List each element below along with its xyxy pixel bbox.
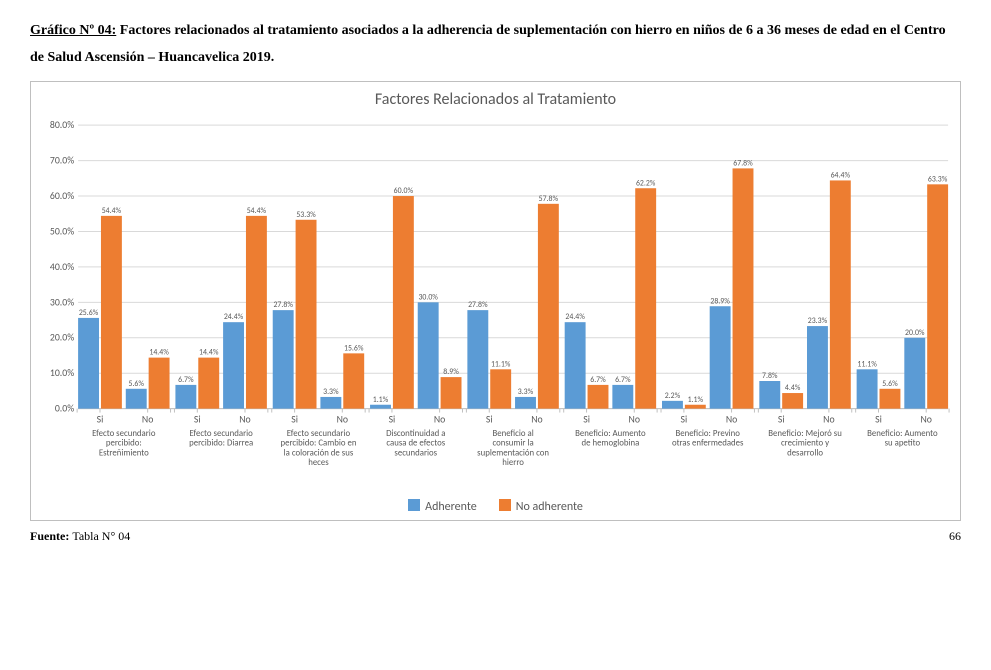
svg-text:80.0%: 80.0% (50, 119, 74, 131)
svg-text:2.2%: 2.2% (665, 392, 681, 401)
legend-swatch-noadherente (499, 499, 511, 511)
svg-text:Si: Si (486, 414, 493, 426)
page-number: 66 (949, 529, 961, 544)
svg-text:No: No (920, 414, 931, 426)
chart-legend: Adherente No adherente (39, 499, 952, 514)
svg-text:Si: Si (97, 414, 104, 426)
svg-text:53.3%: 53.3% (296, 211, 316, 220)
svg-text:Si: Si (583, 414, 590, 426)
svg-text:5.6%: 5.6% (128, 380, 144, 389)
svg-text:No: No (434, 414, 445, 426)
svg-text:Efecto secundariopercibido:Est: Efecto secundariopercibido:Estreñimiento (92, 429, 156, 458)
svg-text:1.1%: 1.1% (688, 396, 704, 405)
svg-text:Si: Si (194, 414, 201, 426)
svg-text:Beneficio: Aumentosu apetito: Beneficio: Aumentosu apetito (867, 429, 938, 449)
svg-text:60.0%: 60.0% (50, 190, 74, 202)
svg-text:11.1%: 11.1% (491, 361, 511, 370)
svg-text:63.3%: 63.3% (928, 176, 948, 185)
svg-text:3.3%: 3.3% (323, 388, 339, 397)
chart-title: Factores Relacionados al Tratamiento (39, 90, 952, 109)
svg-text:20.0%: 20.0% (50, 332, 74, 344)
svg-text:24.4%: 24.4% (565, 313, 585, 322)
svg-text:Efecto secundariopercibido: Di: Efecto secundariopercibido: Diarrea (189, 429, 253, 449)
svg-text:28.9%: 28.9% (710, 297, 730, 306)
svg-text:10.0%: 10.0% (50, 367, 74, 379)
svg-text:25.6%: 25.6% (79, 309, 99, 318)
figure-source: Fuente: Tabla N° 04 (30, 529, 961, 544)
svg-text:20.0%: 20.0% (905, 329, 925, 338)
svg-text:No: No (823, 414, 834, 426)
svg-text:15.6%: 15.6% (344, 345, 364, 354)
svg-text:70.0%: 70.0% (50, 155, 74, 167)
svg-text:No: No (629, 414, 640, 426)
svg-text:50.0%: 50.0% (50, 226, 74, 238)
svg-text:No: No (726, 414, 737, 426)
svg-text:No: No (337, 414, 348, 426)
svg-text:40.0%: 40.0% (50, 261, 74, 273)
svg-text:1.1%: 1.1% (373, 396, 389, 405)
svg-text:24.4%: 24.4% (224, 313, 244, 322)
svg-text:Si: Si (875, 414, 882, 426)
svg-text:Beneficio: Previnootras enferm: Beneficio: Previnootras enfermedades (672, 429, 744, 449)
svg-text:No: No (142, 414, 153, 426)
svg-text:Si: Si (389, 414, 396, 426)
svg-text:11.1%: 11.1% (857, 361, 877, 370)
svg-text:30.0%: 30.0% (50, 296, 74, 308)
svg-text:62.2%: 62.2% (636, 179, 656, 188)
svg-text:Beneficio: Mejoró sucrecimient: Beneficio: Mejoró sucrecimiento ydesarro… (768, 429, 842, 458)
bar-chart: 0.0% 10.0% 20.0% 30.0% 40.0% 50.0% 60.0% 70.0% 8… (39, 115, 952, 497)
svg-text:60.0%: 60.0% (394, 187, 414, 196)
svg-text:23.3%: 23.3% (808, 317, 828, 326)
svg-text:Efecto secundariopercibido: Ca: Efecto secundariopercibido: Cambio enla … (280, 429, 356, 468)
svg-text:Discontinuidad acausa de efect: Discontinuidad acausa de efectossecundar… (386, 429, 446, 458)
svg-text:No: No (531, 414, 542, 426)
svg-text:No: No (239, 414, 250, 426)
legend-item-noadherente: No adherente (499, 499, 583, 514)
svg-text:Beneficio: Aumentode hemoglobi: Beneficio: Aumentode hemoglobina (575, 429, 646, 449)
svg-text:27.8%: 27.8% (468, 301, 488, 310)
svg-text:6.7%: 6.7% (178, 376, 194, 385)
svg-text:14.4%: 14.4% (149, 349, 169, 358)
svg-text:54.4%: 54.4% (247, 207, 267, 216)
svg-text:6.7%: 6.7% (615, 376, 631, 385)
svg-text:Si: Si (291, 414, 298, 426)
svg-text:4.4%: 4.4% (785, 384, 801, 393)
svg-text:67.8%: 67.8% (733, 160, 753, 169)
figure-caption-text: Factores relacionados al tratamiento aso… (30, 23, 946, 65)
svg-text:54.4%: 54.4% (102, 207, 122, 216)
figure-caption: Gráfico Nº 04: Factores relacionados al … (30, 18, 961, 71)
figure-caption-lead: Gráfico Nº 04: (30, 23, 116, 38)
legend-swatch-adherente (408, 499, 420, 511)
svg-text:14.4%: 14.4% (199, 349, 219, 358)
svg-text:0.0%: 0.0% (55, 403, 74, 415)
svg-text:30.0%: 30.0% (418, 294, 438, 303)
svg-text:57.8%: 57.8% (539, 195, 559, 204)
svg-text:7.8%: 7.8% (762, 372, 778, 381)
svg-text:64.4%: 64.4% (831, 172, 851, 181)
svg-text:8.9%: 8.9% (443, 368, 459, 377)
legend-item-adherente: Adherente (408, 499, 477, 514)
svg-text:27.8%: 27.8% (273, 301, 293, 310)
svg-text:5.6%: 5.6% (882, 380, 898, 389)
svg-text:3.3%: 3.3% (518, 388, 534, 397)
chart-container: Factores Relacionados al Tratamiento 0.0… (30, 81, 961, 521)
svg-text:Si: Si (681, 414, 688, 426)
svg-text:6.7%: 6.7% (590, 376, 606, 385)
svg-text:Si: Si (778, 414, 785, 426)
svg-text:Beneficio alconsumir lasupleme: Beneficio alconsumir lasuplementación co… (477, 429, 549, 468)
